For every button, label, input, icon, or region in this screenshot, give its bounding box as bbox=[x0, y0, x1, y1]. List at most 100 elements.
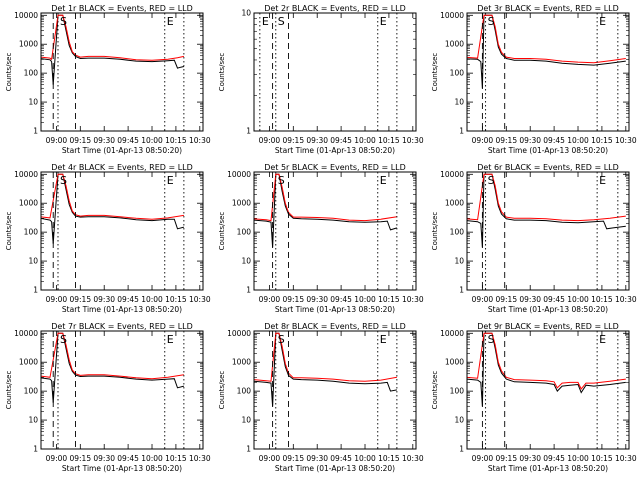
y-axis-label: Counts/sec bbox=[5, 371, 13, 410]
plot-area bbox=[254, 172, 398, 290]
x-tick-label: 10:15 bbox=[378, 136, 400, 145]
x-tick-label: 10:30 bbox=[189, 295, 211, 304]
y-tick-label: 100 bbox=[450, 69, 465, 78]
chart-title: Det 9r BLACK = Events, RED = LLD bbox=[477, 322, 619, 331]
chart-panel-4: Det 4r BLACK = Events, RED = LLD Counts/s… bbox=[5, 163, 211, 314]
x-tick-label: 10:15 bbox=[165, 295, 187, 304]
plot-area bbox=[254, 331, 398, 449]
y-tick-label: 100 bbox=[24, 69, 39, 78]
x-tick-label: 09:30 bbox=[306, 454, 328, 463]
marker-label: S bbox=[278, 15, 285, 28]
marker-label: E bbox=[599, 333, 606, 346]
y-tick-label: 100 bbox=[237, 387, 252, 396]
marker-label: S bbox=[60, 333, 67, 346]
x-axis-label: Start Time (01-Apr-13 08:50:20) bbox=[275, 305, 395, 314]
x-axis-label: Start Time (01-Apr-13 08:50:20) bbox=[62, 146, 182, 155]
y-tick-label: 1000 bbox=[445, 199, 464, 208]
x-tick-label: 10:00 bbox=[141, 136, 163, 145]
marker-label: E bbox=[167, 15, 174, 28]
x-tick-label: 09:00 bbox=[472, 454, 494, 463]
x-tick-label: 09:30 bbox=[93, 454, 115, 463]
x-tick-label: 09:00 bbox=[259, 136, 281, 145]
x-tick-label: 10:15 bbox=[165, 454, 187, 463]
x-tick-label: 10:00 bbox=[567, 454, 589, 463]
x-tick-label: 10:15 bbox=[165, 136, 187, 145]
x-axis-label: Start Time (01-Apr-13 08:50:20) bbox=[488, 464, 608, 473]
x-tick-label: 10:00 bbox=[354, 454, 376, 463]
y-tick-label: 1 bbox=[459, 127, 464, 136]
x-tick-label: 10:00 bbox=[354, 136, 376, 145]
x-axis-label: Start Time (01-Apr-13 08:50:20) bbox=[275, 146, 395, 155]
y-axis-label: Counts/sec bbox=[218, 371, 226, 410]
x-tick-label: 10:15 bbox=[378, 454, 400, 463]
x-tick-label: 09:45 bbox=[543, 295, 565, 304]
marker-label: E bbox=[167, 174, 174, 187]
x-tick-label: 09:30 bbox=[93, 295, 115, 304]
x-tick-label: 10:00 bbox=[354, 295, 376, 304]
y-tick-label: 1000 bbox=[232, 358, 251, 367]
y-tick-label: 10 bbox=[241, 9, 251, 18]
x-tick-label: 10:15 bbox=[378, 295, 400, 304]
x-tick-label: 09:45 bbox=[543, 136, 565, 145]
x-tick-label: 10:30 bbox=[615, 136, 637, 145]
x-tick-label: 09:00 bbox=[46, 136, 68, 145]
y-tick-label: 1000 bbox=[19, 199, 38, 208]
y-tick-label: 10000 bbox=[227, 170, 251, 179]
x-tick-label: 10:15 bbox=[591, 136, 613, 145]
y-tick-label: 10 bbox=[454, 257, 464, 266]
chart-panel-6: Det 6r BLACK = Events, RED = LLD Counts/s… bbox=[431, 163, 637, 314]
marker-label: S bbox=[488, 174, 495, 187]
y-tick-label: 10000 bbox=[14, 170, 38, 179]
y-tick-label: 1000 bbox=[445, 358, 464, 367]
marker-label: E bbox=[599, 15, 606, 28]
plot-frame bbox=[253, 12, 417, 132]
plot-area bbox=[41, 331, 185, 449]
x-tick-label: 10:30 bbox=[402, 136, 424, 145]
marker-label: S bbox=[488, 15, 495, 28]
x-tick-label: 10:15 bbox=[591, 295, 613, 304]
chart-panel-1: Det 1r BLACK = Events, RED = LLD Counts/s… bbox=[5, 4, 211, 155]
x-tick-label: 10:30 bbox=[189, 454, 211, 463]
y-tick-label: 1 bbox=[246, 127, 251, 136]
chart-title: Det 7r BLACK = Events, RED = LLD bbox=[51, 322, 193, 331]
series-lld-line bbox=[254, 332, 397, 382]
plot-frame bbox=[466, 171, 630, 291]
chart-title: Det 1r BLACK = Events, RED = LLD bbox=[51, 4, 193, 13]
y-tick-label: 100 bbox=[24, 387, 39, 396]
x-tick-label: 09:15 bbox=[282, 295, 304, 304]
y-tick-label: 10000 bbox=[440, 11, 464, 20]
x-tick-label: 09:15 bbox=[495, 295, 517, 304]
y-tick-label: 10 bbox=[454, 416, 464, 425]
chart-title: Det 3r BLACK = Events, RED = LLD bbox=[477, 4, 619, 13]
plot-area bbox=[467, 331, 626, 449]
marker-label: E bbox=[167, 333, 174, 346]
x-axis-label: Start Time (01-Apr-13 08:50:20) bbox=[275, 464, 395, 473]
x-tick-label: 10:00 bbox=[141, 454, 163, 463]
plot-frame bbox=[253, 171, 417, 291]
x-tick-label: 09:45 bbox=[543, 454, 565, 463]
x-tick-label: 10:00 bbox=[567, 295, 589, 304]
plot-area bbox=[467, 172, 626, 290]
x-tick-label: 10:30 bbox=[615, 454, 637, 463]
marker-label: S bbox=[60, 15, 67, 28]
series-events-line bbox=[467, 173, 626, 248]
x-tick-label: 09:00 bbox=[259, 454, 281, 463]
series-events-line bbox=[41, 14, 185, 85]
y-axis-label: Counts/sec bbox=[5, 53, 13, 92]
x-tick-label: 09:15 bbox=[69, 295, 91, 304]
series-lld-line bbox=[254, 173, 397, 222]
marker-label: E bbox=[599, 174, 606, 187]
x-tick-label: 09:15 bbox=[282, 136, 304, 145]
x-tick-label: 10:30 bbox=[615, 295, 637, 304]
plot-frame bbox=[40, 12, 204, 132]
marker-label: E bbox=[380, 174, 387, 187]
x-tick-label: 10:30 bbox=[402, 295, 424, 304]
x-tick-label: 09:45 bbox=[330, 295, 352, 304]
chart-panel-5: Det 5r BLACK = Events, RED = LLD Counts/s… bbox=[218, 163, 424, 314]
y-tick-label: 100 bbox=[237, 228, 252, 237]
x-tick-label: 10:00 bbox=[567, 136, 589, 145]
chart-title: Det 5r BLACK = Events, RED = LLD bbox=[264, 163, 406, 172]
x-tick-label: 09:15 bbox=[495, 454, 517, 463]
marker-label: E bbox=[262, 15, 269, 28]
x-tick-label: 09:30 bbox=[306, 295, 328, 304]
